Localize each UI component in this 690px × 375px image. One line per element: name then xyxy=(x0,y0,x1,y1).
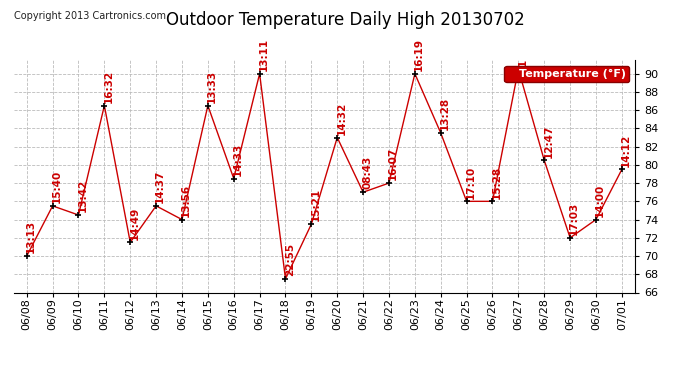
Text: 14:37: 14:37 xyxy=(155,170,166,203)
Text: 13:13: 13:13 xyxy=(26,220,36,253)
Text: Copyright 2013 Cartronics.com: Copyright 2013 Cartronics.com xyxy=(14,11,166,21)
Text: 13:28: 13:28 xyxy=(440,97,450,130)
Text: 15:28: 15:28 xyxy=(492,165,502,198)
Text: 14:49: 14:49 xyxy=(130,206,139,240)
Text: 15:21: 15:21 xyxy=(310,188,321,221)
Text: 1: 1 xyxy=(518,59,528,66)
Text: 22:55: 22:55 xyxy=(285,243,295,276)
Text: 14:32: 14:32 xyxy=(337,102,346,135)
Text: 12:47: 12:47 xyxy=(544,124,553,158)
Text: 13:56: 13:56 xyxy=(181,184,191,217)
Text: 14:00: 14:00 xyxy=(595,183,605,217)
Text: 16:07: 16:07 xyxy=(388,147,398,180)
Text: 16:32: 16:32 xyxy=(104,70,114,103)
Text: 17:03: 17:03 xyxy=(569,202,580,235)
Text: 14:33: 14:33 xyxy=(233,142,243,176)
Legend: Temperature (°F): Temperature (°F) xyxy=(504,66,629,82)
Text: 08:43: 08:43 xyxy=(362,156,373,189)
Text: 14:12: 14:12 xyxy=(621,134,631,166)
Text: 15:40: 15:40 xyxy=(52,170,62,203)
Text: 13:42: 13:42 xyxy=(78,179,88,212)
Text: Outdoor Temperature Daily High 20130702: Outdoor Temperature Daily High 20130702 xyxy=(166,11,524,29)
Text: 13:33: 13:33 xyxy=(207,70,217,103)
Text: 17:10: 17:10 xyxy=(466,165,476,198)
Text: 13:11: 13:11 xyxy=(259,38,269,71)
Text: 16:19: 16:19 xyxy=(414,38,424,71)
